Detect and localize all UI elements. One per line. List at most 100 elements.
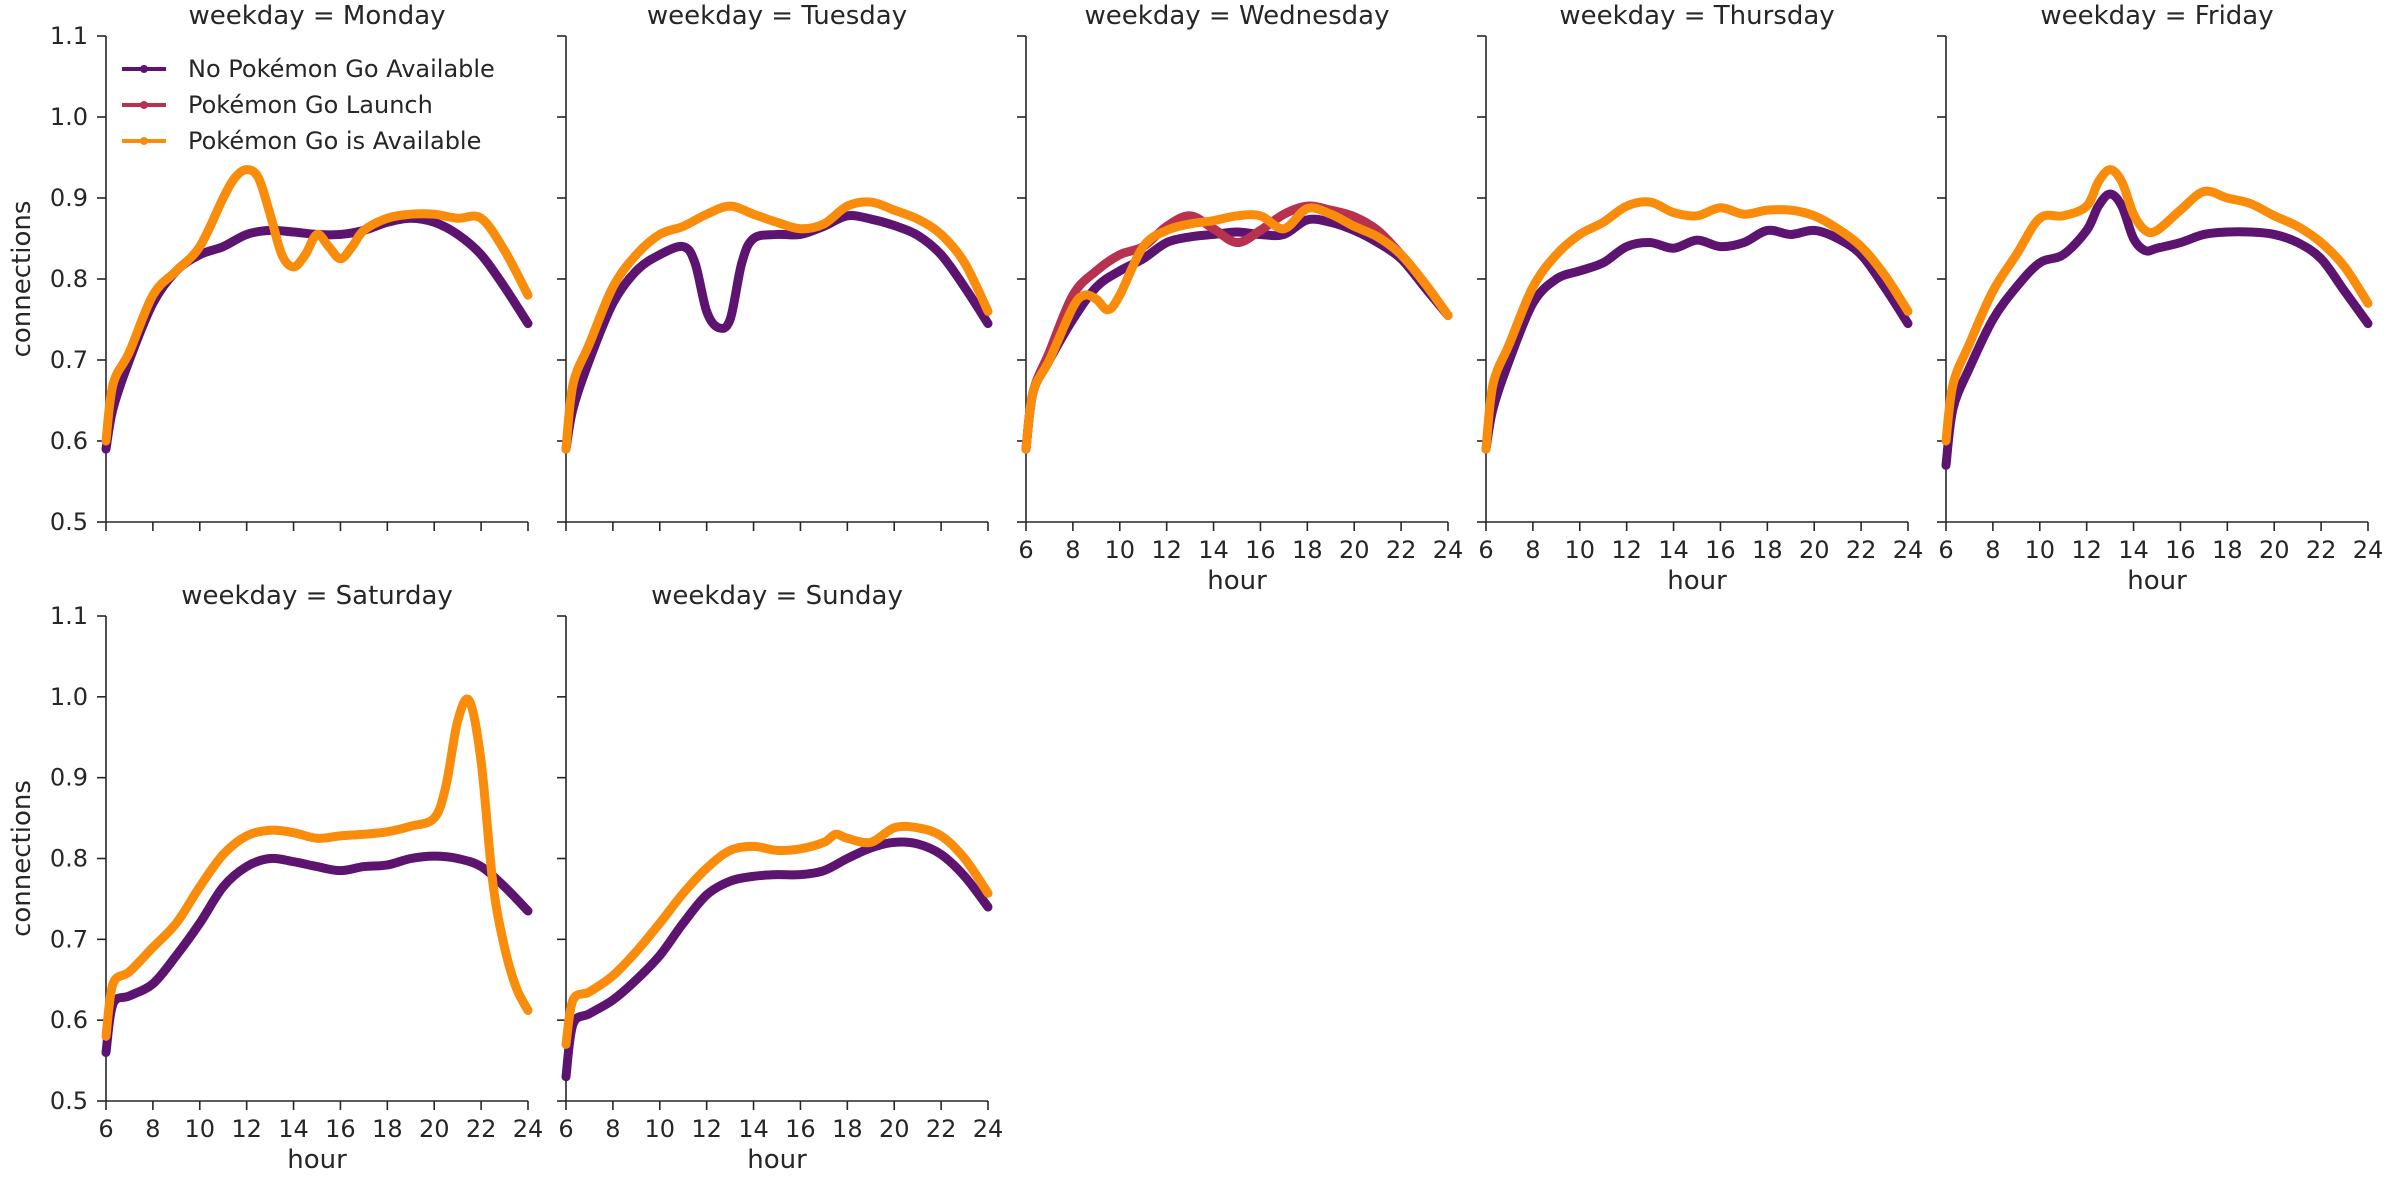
x-tick-label: 16 <box>1705 536 1736 564</box>
panel-title: weekday = Sunday <box>651 581 903 611</box>
x-axis-label: hour <box>747 1145 807 1175</box>
panel-6: weekday = Saturday 0.5 0.6 0.7 0.8 0.9 1.0 1.1 6… <box>7 581 543 1175</box>
x-tick-label: 10 <box>2025 536 2056 564</box>
x-tick-label: 12 <box>231 1115 262 1143</box>
x-tick-label: 20 <box>879 1115 910 1143</box>
panel-title: weekday = Friday <box>2040 1 2273 31</box>
y-axis-label: connections <box>7 201 37 358</box>
x-tick-label: 12 <box>1611 536 1642 564</box>
series-line <box>1481 225 1913 454</box>
x-tick-label: 10 <box>645 1115 676 1143</box>
series-line <box>1021 201 1453 454</box>
series-line <box>101 213 533 454</box>
panel-title: weekday = Saturday <box>181 581 453 611</box>
legend-marker <box>140 65 148 73</box>
x-tick-label: 24 <box>2353 536 2384 564</box>
x-tick-label: 8 <box>605 1115 620 1143</box>
x-tick-label: 10 <box>1565 536 1596 564</box>
y-tick-label: 0.6 <box>50 427 88 455</box>
series-line <box>561 821 993 1049</box>
y-tick-label: 0.9 <box>50 184 88 212</box>
x-tick-label: 10 <box>185 1115 216 1143</box>
panel-1: weekday = Monday 0.5 0.6 0.7 0.8 0.9 1.0 1.1 con… <box>7 1 533 536</box>
x-tick-label: 14 <box>2118 536 2149 564</box>
data-point <box>1482 445 1490 454</box>
series-line <box>561 197 993 454</box>
x-axis-label: hour <box>1207 566 1267 596</box>
x-tick-label: 22 <box>1846 536 1877 564</box>
data-point <box>102 445 110 454</box>
x-axis-label: hour <box>287 1145 347 1175</box>
y-tick-label: 1.0 <box>50 683 88 711</box>
panel-2: weekday = Tuesday <box>557 1 993 531</box>
x-tick-label: 14 <box>738 1115 769 1143</box>
y-tick-label: 0.7 <box>50 346 88 374</box>
panel-title: weekday = Tuesday <box>647 1 907 31</box>
panel-title: weekday = Wednesday <box>1085 1 1390 31</box>
x-tick-label: 20 <box>419 1115 450 1143</box>
x-tick-label: 18 <box>1292 536 1323 564</box>
x-tick-label: 22 <box>2306 536 2337 564</box>
panel-title: weekday = Monday <box>188 1 445 31</box>
x-tick-label: 24 <box>513 1115 544 1143</box>
series-line <box>101 165 533 446</box>
y-tick-label: 0.6 <box>50 1006 88 1034</box>
x-tick-label: 10 <box>1105 536 1136 564</box>
data-point <box>102 1048 110 1057</box>
x-tick-label: 6 <box>1938 536 1953 564</box>
x-tick-label: 14 <box>278 1115 309 1143</box>
x-tick-label: 18 <box>1752 536 1783 564</box>
data-point <box>562 445 570 454</box>
x-tick-label: 12 <box>1151 536 1182 564</box>
series-line <box>561 211 993 454</box>
x-tick-label: 8 <box>145 1115 160 1143</box>
x-tick-label: 16 <box>1245 536 1276 564</box>
x-tick-label: 14 <box>1658 536 1689 564</box>
x-tick-label: 8 <box>1065 536 1080 564</box>
x-tick-label: 16 <box>2165 536 2196 564</box>
series-line <box>101 694 533 1041</box>
legend-marker <box>140 101 148 109</box>
x-tick-label: 20 <box>1339 536 1370 564</box>
x-tick-label: 12 <box>2071 536 2102 564</box>
series-line <box>1021 203 1453 454</box>
y-tick-label: 0.9 <box>50 764 88 792</box>
data-point <box>102 437 110 445</box>
x-tick-label: 24 <box>1433 536 1464 564</box>
x-tick-label: 18 <box>372 1115 403 1143</box>
series-line <box>1021 214 1453 454</box>
x-tick-label: 6 <box>1018 536 1033 564</box>
panel-5: weekday = Friday 6 8 10 12 14 16 18 20 22 24 hour <box>1937 1 2383 596</box>
panel-3: weekday = Wednesday 6 8 10 12 14 16 18 20 22 24 hou… <box>1017 1 1463 596</box>
x-tick-label: 24 <box>1893 536 1924 564</box>
series-line <box>1941 189 2373 470</box>
legend-marker <box>140 137 148 145</box>
data-point <box>1942 437 1950 445</box>
data-point <box>562 1072 570 1081</box>
data-point <box>102 1032 110 1041</box>
x-tick-label: 22 <box>926 1115 957 1143</box>
data-point <box>1942 461 1950 470</box>
legend-label: Pokémon Go is Available <box>188 127 481 155</box>
series-line <box>1941 165 2373 446</box>
y-tick-label: 1.0 <box>50 103 88 131</box>
x-tick-label: 8 <box>1985 536 2000 564</box>
x-tick-label: 18 <box>832 1115 863 1143</box>
y-tick-label: 0.5 <box>50 508 88 536</box>
data-point <box>1022 445 1030 454</box>
x-tick-label: 12 <box>691 1115 722 1143</box>
legend-label: Pokémon Go Launch <box>188 91 433 119</box>
x-tick-label: 16 <box>785 1115 816 1143</box>
data-point <box>562 1040 570 1049</box>
y-tick-label: 0.7 <box>50 925 88 953</box>
y-tick-label: 0.8 <box>50 265 88 293</box>
y-tick-label: 1.1 <box>50 602 88 630</box>
x-tick-label: 18 <box>2212 536 2243 564</box>
legend-label: No Pokémon Go Available <box>188 55 495 83</box>
panel-title: weekday = Thursday <box>1559 1 1834 31</box>
y-tick-label: 1.1 <box>50 22 88 50</box>
x-tick-label: 16 <box>325 1115 356 1143</box>
x-tick-label: 14 <box>1198 536 1229 564</box>
